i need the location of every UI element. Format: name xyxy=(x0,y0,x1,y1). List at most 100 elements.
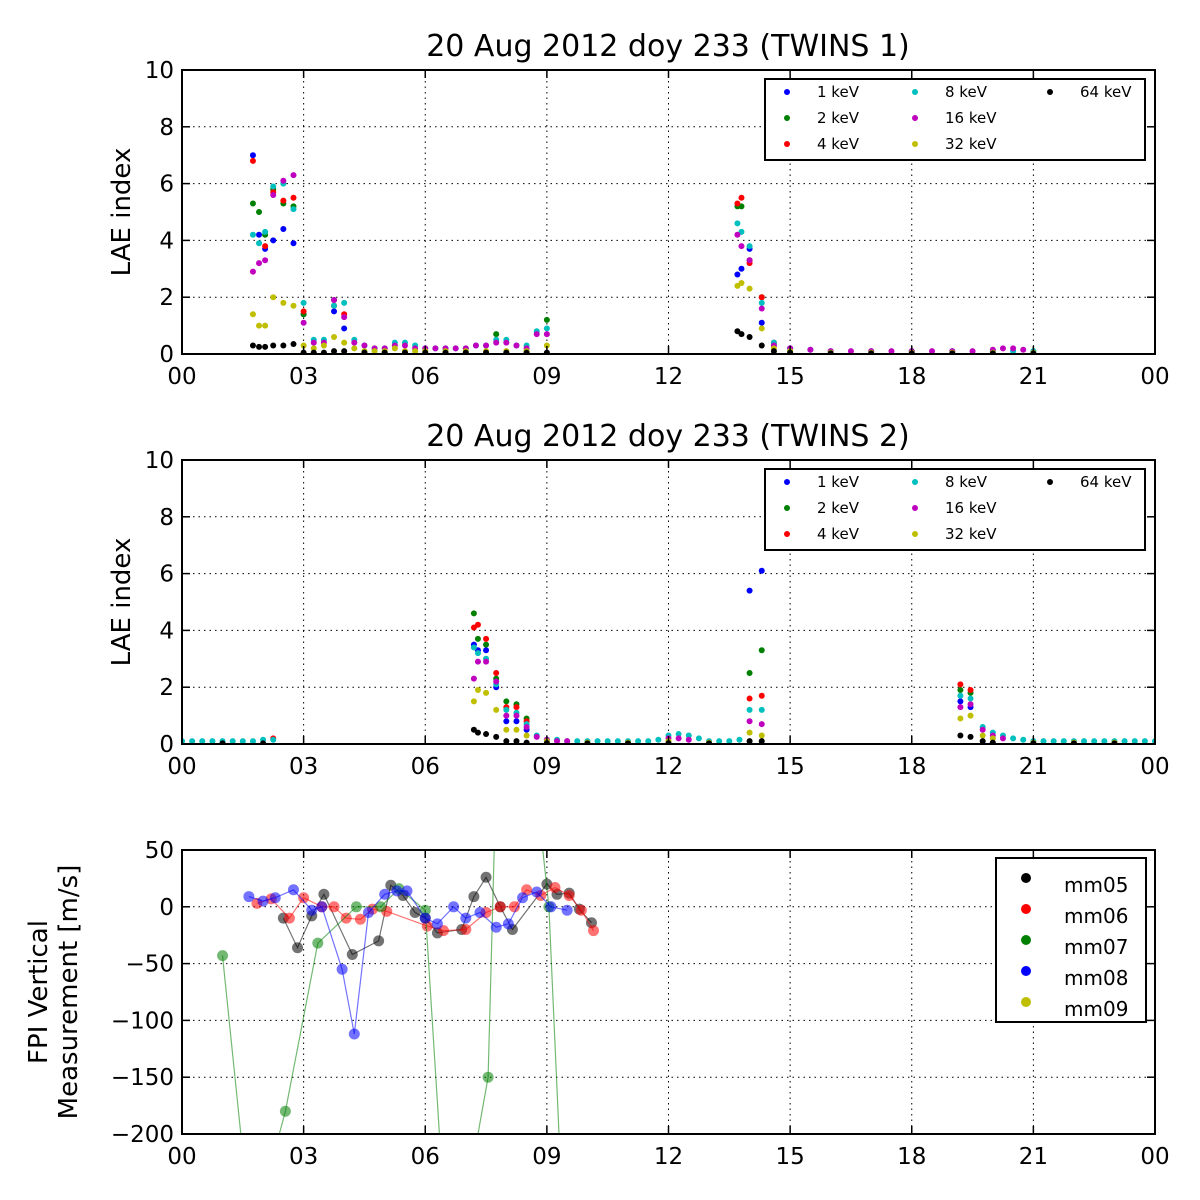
y-tick-label: 2 xyxy=(159,675,174,701)
data-point xyxy=(306,904,318,916)
data-point xyxy=(419,912,431,924)
data-point xyxy=(957,681,964,688)
data-point xyxy=(249,738,256,744)
data-point xyxy=(483,635,490,642)
data-point xyxy=(243,891,255,903)
x-tick-label: 00 xyxy=(167,754,196,780)
data-point xyxy=(957,715,964,722)
series-mm08 xyxy=(243,884,573,1040)
x-tick-label: 00 xyxy=(1140,364,1169,390)
data-point xyxy=(470,644,477,651)
data-point xyxy=(1010,345,1017,352)
data-point xyxy=(614,738,621,744)
legend-box xyxy=(764,78,1146,161)
data-point xyxy=(391,885,403,897)
x-tick-label: 15 xyxy=(775,364,804,390)
y-tick-label: 6 xyxy=(159,172,174,198)
data-point xyxy=(474,906,486,918)
x-tick-label: 00 xyxy=(1140,1144,1169,1170)
data-point xyxy=(351,339,358,346)
legend-label: mm05 xyxy=(1064,873,1128,897)
data-point xyxy=(957,698,964,705)
legend-label: 64 keV xyxy=(1080,83,1132,101)
data-point xyxy=(1131,738,1138,744)
x-tick-label: 09 xyxy=(532,754,561,780)
data-point xyxy=(249,231,256,238)
data-point xyxy=(554,738,561,744)
x-tick-label: 09 xyxy=(532,364,561,390)
data-point xyxy=(1040,738,1047,744)
data-point xyxy=(270,183,277,190)
data-point xyxy=(758,299,765,306)
data-point xyxy=(1020,346,1027,353)
y-tick-label: −150 xyxy=(111,1065,174,1091)
data-point xyxy=(262,228,269,235)
data-point xyxy=(967,695,974,702)
panel-twins1: 20 Aug 2012 doy 233 (TWINS 1) LAE index … xyxy=(107,29,1170,390)
y-tick-label: 0 xyxy=(159,895,174,921)
data-point xyxy=(1081,738,1088,744)
data-point xyxy=(483,731,490,738)
data-point xyxy=(503,718,510,725)
data-point xyxy=(483,689,490,696)
data-point xyxy=(287,884,299,896)
data-point xyxy=(290,341,297,348)
legend-marker xyxy=(912,89,918,95)
data-point xyxy=(310,339,317,346)
panel-twins2-grid xyxy=(182,460,1155,744)
data-point xyxy=(758,567,765,574)
data-point xyxy=(270,294,277,301)
data-point xyxy=(474,621,481,628)
data-point xyxy=(758,738,765,744)
data-point xyxy=(474,687,481,694)
data-point xyxy=(746,257,753,264)
x-tick-label: 12 xyxy=(654,1144,683,1170)
data-point xyxy=(513,738,520,744)
data-point xyxy=(270,191,277,198)
data-point xyxy=(290,206,297,213)
y-tick-label: 0 xyxy=(159,342,174,368)
x-tick-label: 00 xyxy=(167,1144,196,1170)
data-point xyxy=(502,918,514,930)
data-point xyxy=(746,333,753,340)
panel-twins1-marks xyxy=(249,152,1037,354)
data-point xyxy=(517,892,529,904)
legend-marker xyxy=(912,141,918,147)
legend-marker xyxy=(1021,935,1031,945)
data-point xyxy=(734,220,741,227)
y-tick-label: 8 xyxy=(159,505,174,531)
data-point xyxy=(513,712,520,719)
legend-label: mm09 xyxy=(1064,997,1128,1021)
data-point xyxy=(531,886,543,898)
data-point xyxy=(490,921,502,933)
data-point xyxy=(483,342,490,349)
data-point xyxy=(217,950,229,962)
data-point xyxy=(316,901,328,913)
data-point xyxy=(549,881,561,893)
data-point xyxy=(738,265,745,272)
panel-twins1-title: 20 Aug 2012 doy 233 (TWINS 1) xyxy=(426,29,910,64)
data-point xyxy=(460,924,472,936)
data-point xyxy=(401,349,408,354)
data-point xyxy=(262,257,269,264)
data-point xyxy=(523,349,530,354)
data-point xyxy=(758,692,765,699)
data-point xyxy=(373,935,385,947)
data-point xyxy=(503,349,510,354)
data-point xyxy=(508,901,520,913)
y-tick-label: 4 xyxy=(159,618,174,644)
data-point xyxy=(300,319,307,326)
data-point xyxy=(331,333,338,340)
legend-marker xyxy=(912,505,918,511)
legend-marker xyxy=(784,505,790,511)
data-point xyxy=(1101,738,1108,744)
data-point xyxy=(888,348,895,354)
data-point xyxy=(738,243,745,250)
data-point xyxy=(341,339,348,346)
data-point xyxy=(758,305,765,312)
data-point xyxy=(290,194,297,201)
data-point xyxy=(482,1071,494,1083)
data-point xyxy=(256,343,263,350)
